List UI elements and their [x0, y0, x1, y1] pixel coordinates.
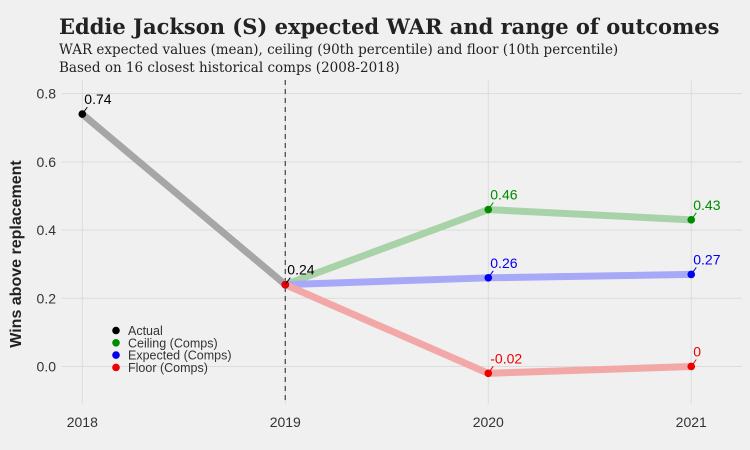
data-label: 0.27 — [693, 251, 720, 267]
data-point — [484, 274, 493, 282]
data-label: 0.43 — [693, 197, 720, 213]
data-point — [484, 369, 493, 378]
x-tick-label: 2019 — [270, 414, 301, 430]
chart-subtitle-line2: Based on 16 closest historical comps (20… — [59, 60, 400, 76]
y-tick-label: 0.2 — [37, 290, 57, 306]
label-leader — [284, 277, 291, 285]
data-label: 0.46 — [490, 187, 517, 203]
label-leader — [487, 270, 494, 279]
data-labels: 0.74 0.24 0.46 0.43 0.26 0.27 -0.02 0 — [81, 91, 721, 374]
legend-label: Actual — [128, 324, 163, 338]
label-leader — [690, 212, 697, 221]
data-label: 0.26 — [490, 255, 517, 271]
legend-label: Expected (Comps) — [128, 349, 232, 363]
x-tick-label: 2018 — [67, 414, 98, 430]
data-point — [687, 270, 696, 279]
y-tick-label: 0.8 — [37, 86, 57, 102]
legend-label: Floor (Comps) — [128, 361, 208, 375]
legend-marker — [112, 339, 120, 347]
x-tick-label: 2020 — [473, 414, 504, 430]
legend-label: Ceiling (Comps) — [128, 336, 218, 350]
data-point — [687, 362, 696, 371]
label-leader — [690, 359, 697, 367]
label-leader — [487, 366, 494, 374]
legend-marker — [112, 363, 120, 372]
chart-subtitle-line1: WAR expected values (mean), ceiling (90t… — [59, 42, 619, 58]
y-tick-label: 0.6 — [37, 154, 57, 170]
series-line — [80, 111, 288, 288]
chart-title: Eddie Jackson (S) expected WAR and range… — [59, 14, 720, 39]
label-leader — [690, 267, 697, 275]
axes: 0.0 0.2 0.4 0.6 0.8 2018 2019 2020 2021 Wins abov… — [8, 86, 707, 430]
data-label: 0.74 — [84, 91, 111, 107]
y-tick-label: 0.0 — [37, 358, 57, 374]
y-axis-label: Wins above replacement — [8, 160, 25, 348]
label-leader — [487, 202, 494, 210]
data-label: 0.24 — [287, 262, 314, 278]
legend-marker — [112, 326, 120, 335]
x-tick-label: 2021 — [676, 414, 707, 430]
label-leader — [81, 106, 88, 115]
data-label: 0 — [693, 343, 701, 359]
legend-marker — [112, 351, 120, 359]
data-label: -0.02 — [490, 350, 522, 366]
y-tick-label: 0.4 — [37, 222, 57, 238]
